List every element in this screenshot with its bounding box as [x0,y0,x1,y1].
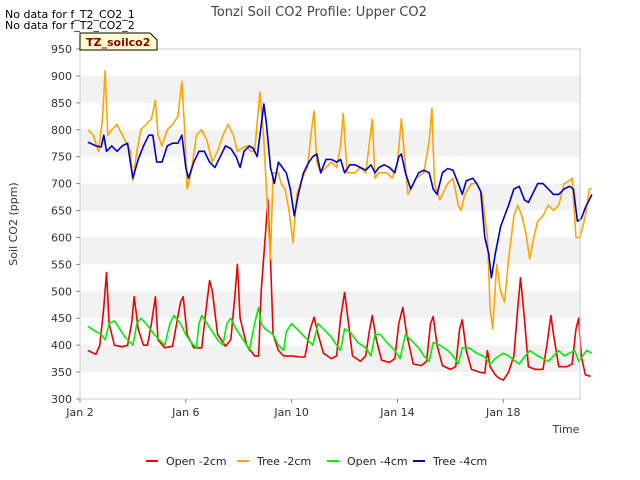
y-tick-label: 550 [51,258,72,271]
y-tick-label: 500 [51,285,72,298]
series-line-tree-2cm [87,69,592,330]
series-line-tree-4cm [87,103,593,279]
x-tick-label: Jan 10 [273,406,308,419]
grid-band [80,183,580,211]
chart-title: Tonzi Soil CO2 Profile: Upper CO2 [210,5,427,20]
y-tick-label: 450 [51,312,72,325]
y-tick-label: 950 [51,43,72,56]
x-tick-label: Jan 6 [171,406,199,419]
y-tick-label: 850 [51,97,72,110]
y-tick-label: 350 [51,366,72,379]
y-tick-label: 300 [51,393,72,406]
grid-band [80,237,580,265]
no-data-note-2: No data for f_T2_CO2_2 [5,19,135,32]
x-axis: Jan 2 Jan 6 Jan 10 Jan 14 Jan 18 [65,399,521,419]
grid-band [80,291,580,319]
badge-label: TZ_soilco2 [86,36,150,49]
x-tick-label: Jan 14 [379,406,414,419]
y-tick-label: 900 [51,70,72,83]
y-tick-label: 700 [51,178,72,191]
y-tick-label: 400 [51,339,72,352]
y-axis: 300 350 400 450 500 550 600 650 700 750 800 850 900 9… [51,43,80,406]
legend-label: Open -4cm [347,455,408,468]
legend-label: Open -2cm [166,455,227,468]
series-line-open-4cm [87,306,593,365]
y-tick-label: 800 [51,124,72,137]
x-tick-label: Jan 18 [485,406,520,419]
x-tick-label: Jan 2 [65,406,93,419]
grid-bands [80,75,580,373]
no-data-note-1: No data for f_T2_CO2_1 [5,8,135,21]
y-axis-title: Soil CO2 (ppm) [7,182,20,265]
x-axis-title: Time [552,423,580,436]
y-tick-label: 750 [51,151,72,164]
y-tick-label: 650 [51,205,72,218]
site-badge: TZ_soilco2 [79,32,158,51]
legend-label: Tree -2cm [256,455,311,468]
series-line-open-2cm [87,199,591,381]
series-lines [87,69,593,381]
badge-box [79,32,158,51]
plot-frame [79,48,581,400]
grid-band [80,75,580,103]
legend: Open -2cm Tree -2cm Open -4cm Tree -4cm [146,455,487,468]
legend-label: Tree -4cm [432,455,487,468]
y-tick-label: 600 [51,231,72,244]
